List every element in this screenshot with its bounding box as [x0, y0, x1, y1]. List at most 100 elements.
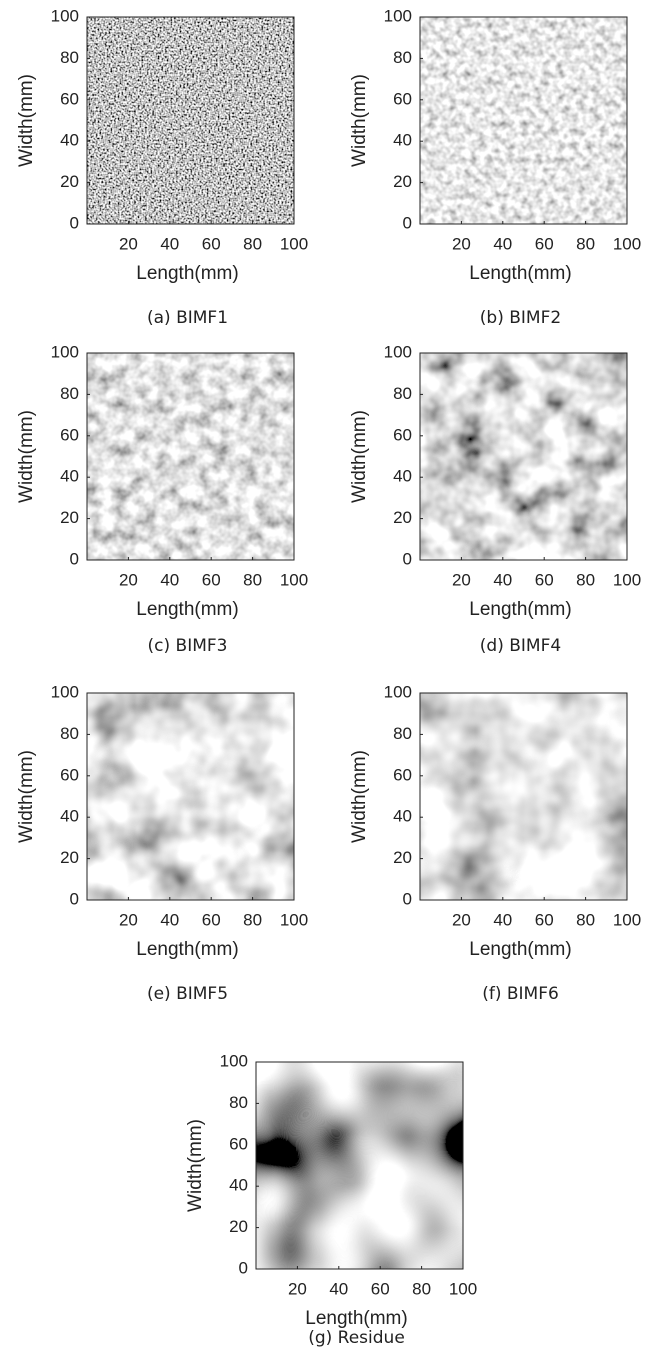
y-tick-label: 60 — [393, 765, 412, 784]
x-tick-label: 100 — [613, 910, 641, 929]
y-tick-label: 0 — [70, 213, 79, 232]
x-tick-label: 20 — [452, 910, 471, 929]
y-tick-label: 60 — [393, 425, 412, 444]
heatmap-image — [256, 1062, 463, 1269]
plot-frame — [419, 16, 628, 225]
y-tick-label: 80 — [393, 724, 412, 743]
x-axis-label: Length(mm) — [305, 1308, 407, 1329]
y-tick-label: 20 — [229, 1217, 248, 1236]
x-tick-label: 60 — [371, 1279, 390, 1298]
y-tick-label: 80 — [229, 1093, 248, 1112]
x-tick-label: 40 — [493, 570, 512, 589]
y-axis-label: Width(mm) — [185, 1119, 206, 1212]
heatmap-image — [420, 693, 627, 900]
x-tick-label: 100 — [280, 570, 308, 589]
y-tick-label: 0 — [403, 549, 412, 568]
plot-frame — [86, 692, 295, 901]
x-tick-label: 100 — [280, 234, 308, 253]
y-tick-label: 40 — [229, 1176, 248, 1195]
x-tick-label: 40 — [493, 234, 512, 253]
plot-frame — [255, 1061, 464, 1270]
y-tick-label: 100 — [51, 6, 79, 25]
x-tick-label: 40 — [493, 910, 512, 929]
x-tick-label: 20 — [119, 234, 138, 253]
x-tick-label: 100 — [449, 1279, 477, 1298]
y-tick-label: 80 — [393, 48, 412, 67]
y-tick-label: 40 — [60, 131, 79, 150]
y-tick-label: 80 — [60, 48, 79, 67]
x-axis-label: Length(mm) — [469, 263, 571, 284]
y-tick-label: 20 — [60, 172, 79, 191]
y-axis-label: Width(mm) — [16, 74, 37, 167]
x-axis-label: Length(mm) — [136, 263, 238, 284]
panel-caption: (d) BIMF4 — [480, 636, 561, 656]
y-tick-label: 20 — [393, 848, 412, 867]
y-tick-label: 60 — [60, 765, 79, 784]
heatmap-image — [87, 353, 294, 560]
y-axis-label: Width(mm) — [349, 410, 370, 503]
x-tick-label: 100 — [613, 234, 641, 253]
panel: 20 40 60 80 100 0 20 40 60 80 100 Length(mm) Width(m… — [16, 682, 308, 1004]
y-axis-label: Width(mm) — [16, 750, 37, 843]
y-tick-label: 80 — [60, 724, 79, 743]
y-tick-label: 100 — [384, 342, 412, 361]
x-tick-label: 60 — [535, 910, 554, 929]
x-tick-label: 60 — [202, 570, 221, 589]
panel: 20 40 60 80 100 0 20 40 60 80 100 Length(mm) Width(m… — [16, 6, 308, 328]
x-tick-label: 60 — [202, 910, 221, 929]
x-tick-label: 20 — [288, 1279, 307, 1298]
x-tick-label: 40 — [160, 910, 179, 929]
panel-caption: (c) BIMF3 — [148, 636, 228, 656]
x-tick-label: 80 — [576, 910, 595, 929]
y-tick-label: 20 — [60, 848, 79, 867]
x-axis-label: Length(mm) — [469, 939, 571, 960]
x-axis-label: Length(mm) — [136, 939, 238, 960]
y-tick-label: 0 — [70, 549, 79, 568]
x-axis-label: Length(mm) — [136, 599, 238, 620]
x-tick-label: 100 — [613, 570, 641, 589]
x-tick-label: 40 — [160, 234, 179, 253]
x-tick-label: 60 — [535, 570, 554, 589]
y-tick-label: 100 — [384, 682, 412, 701]
x-tick-label: 80 — [243, 570, 262, 589]
y-axis-label: Width(mm) — [349, 750, 370, 843]
panel-caption: (g) Residue — [308, 1328, 405, 1348]
panel-caption: (b) BIMF2 — [480, 308, 561, 328]
plot-frame — [419, 352, 628, 561]
y-tick-label: 100 — [51, 682, 79, 701]
y-tick-label: 0 — [70, 889, 79, 908]
x-tick-label: 20 — [119, 570, 138, 589]
plot-frame — [86, 16, 295, 225]
y-tick-label: 20 — [393, 508, 412, 527]
y-tick-label: 0 — [403, 213, 412, 232]
panel: 20 40 60 80 100 0 20 40 60 80 100 Length(mm) Width(m… — [349, 342, 641, 656]
y-axis-label: Width(mm) — [16, 410, 37, 503]
y-tick-label: 40 — [393, 467, 412, 486]
y-axis-label: Width(mm) — [349, 74, 370, 167]
y-tick-label: 60 — [229, 1134, 248, 1153]
y-tick-label: 20 — [393, 172, 412, 191]
panel-caption: (a) BIMF1 — [147, 308, 228, 328]
y-tick-label: 40 — [393, 807, 412, 826]
x-tick-label: 60 — [535, 234, 554, 253]
x-tick-label: 80 — [576, 570, 595, 589]
y-tick-label: 0 — [239, 1258, 248, 1277]
y-tick-label: 0 — [403, 889, 412, 908]
y-tick-label: 100 — [220, 1051, 248, 1070]
x-tick-label: 40 — [329, 1279, 348, 1298]
y-tick-label: 80 — [60, 384, 79, 403]
plot-frame — [86, 352, 295, 561]
heatmap-image — [87, 693, 294, 900]
y-tick-label: 60 — [60, 425, 79, 444]
panel: 20 40 60 80 100 0 20 40 60 80 100 Length(mm) Width(m… — [16, 342, 308, 656]
x-tick-label: 40 — [160, 570, 179, 589]
x-tick-label: 60 — [202, 234, 221, 253]
y-tick-label: 60 — [393, 89, 412, 108]
y-tick-label: 60 — [60, 89, 79, 108]
panel: 20 40 60 80 100 0 20 40 60 80 100 Length(mm) Width(m… — [349, 6, 641, 328]
y-tick-label: 40 — [393, 131, 412, 150]
y-tick-label: 80 — [393, 384, 412, 403]
panel-caption: (e) BIMF5 — [147, 984, 228, 1004]
x-tick-label: 20 — [452, 570, 471, 589]
